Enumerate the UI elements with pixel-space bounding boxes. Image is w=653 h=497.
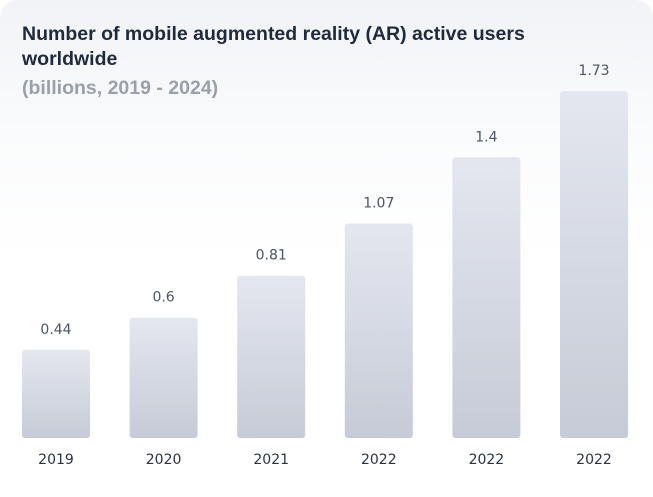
x-tick-label-0: 2019 bbox=[38, 452, 74, 468]
chart-title: Number of mobile augmented reality (AR) … bbox=[22, 23, 525, 70]
bar-2 bbox=[237, 275, 306, 438]
x-tick-label-2: 2021 bbox=[253, 452, 289, 468]
bar-4 bbox=[452, 157, 521, 439]
x-tick-label-5: 2022 bbox=[576, 452, 612, 468]
bar-1 bbox=[129, 317, 198, 438]
bar-5 bbox=[560, 91, 628, 438]
value-label-5: 1.73 bbox=[578, 63, 609, 79]
x-axis-tick-labels: 2019 2020 2021 2022 2022 2022 bbox=[38, 452, 612, 468]
x-tick-label-4: 2022 bbox=[469, 452, 505, 468]
bar-3 bbox=[344, 223, 413, 438]
bar-0 bbox=[22, 349, 90, 438]
value-label-group: 0.44 0.6 0.81 1.07 1.4 1.73 bbox=[40, 63, 609, 338]
bar-group bbox=[22, 91, 628, 439]
chart-subtitle: (billions, 2019 - 2024) bbox=[22, 77, 219, 99]
value-label-4: 1.4 bbox=[475, 129, 497, 145]
x-tick-label-1: 2020 bbox=[146, 452, 182, 468]
value-label-1: 0.6 bbox=[152, 290, 174, 306]
value-label-3: 1.07 bbox=[363, 196, 394, 212]
value-label-0: 0.44 bbox=[40, 322, 71, 338]
value-label-2: 0.81 bbox=[256, 248, 287, 264]
x-tick-label-3: 2022 bbox=[361, 452, 397, 468]
